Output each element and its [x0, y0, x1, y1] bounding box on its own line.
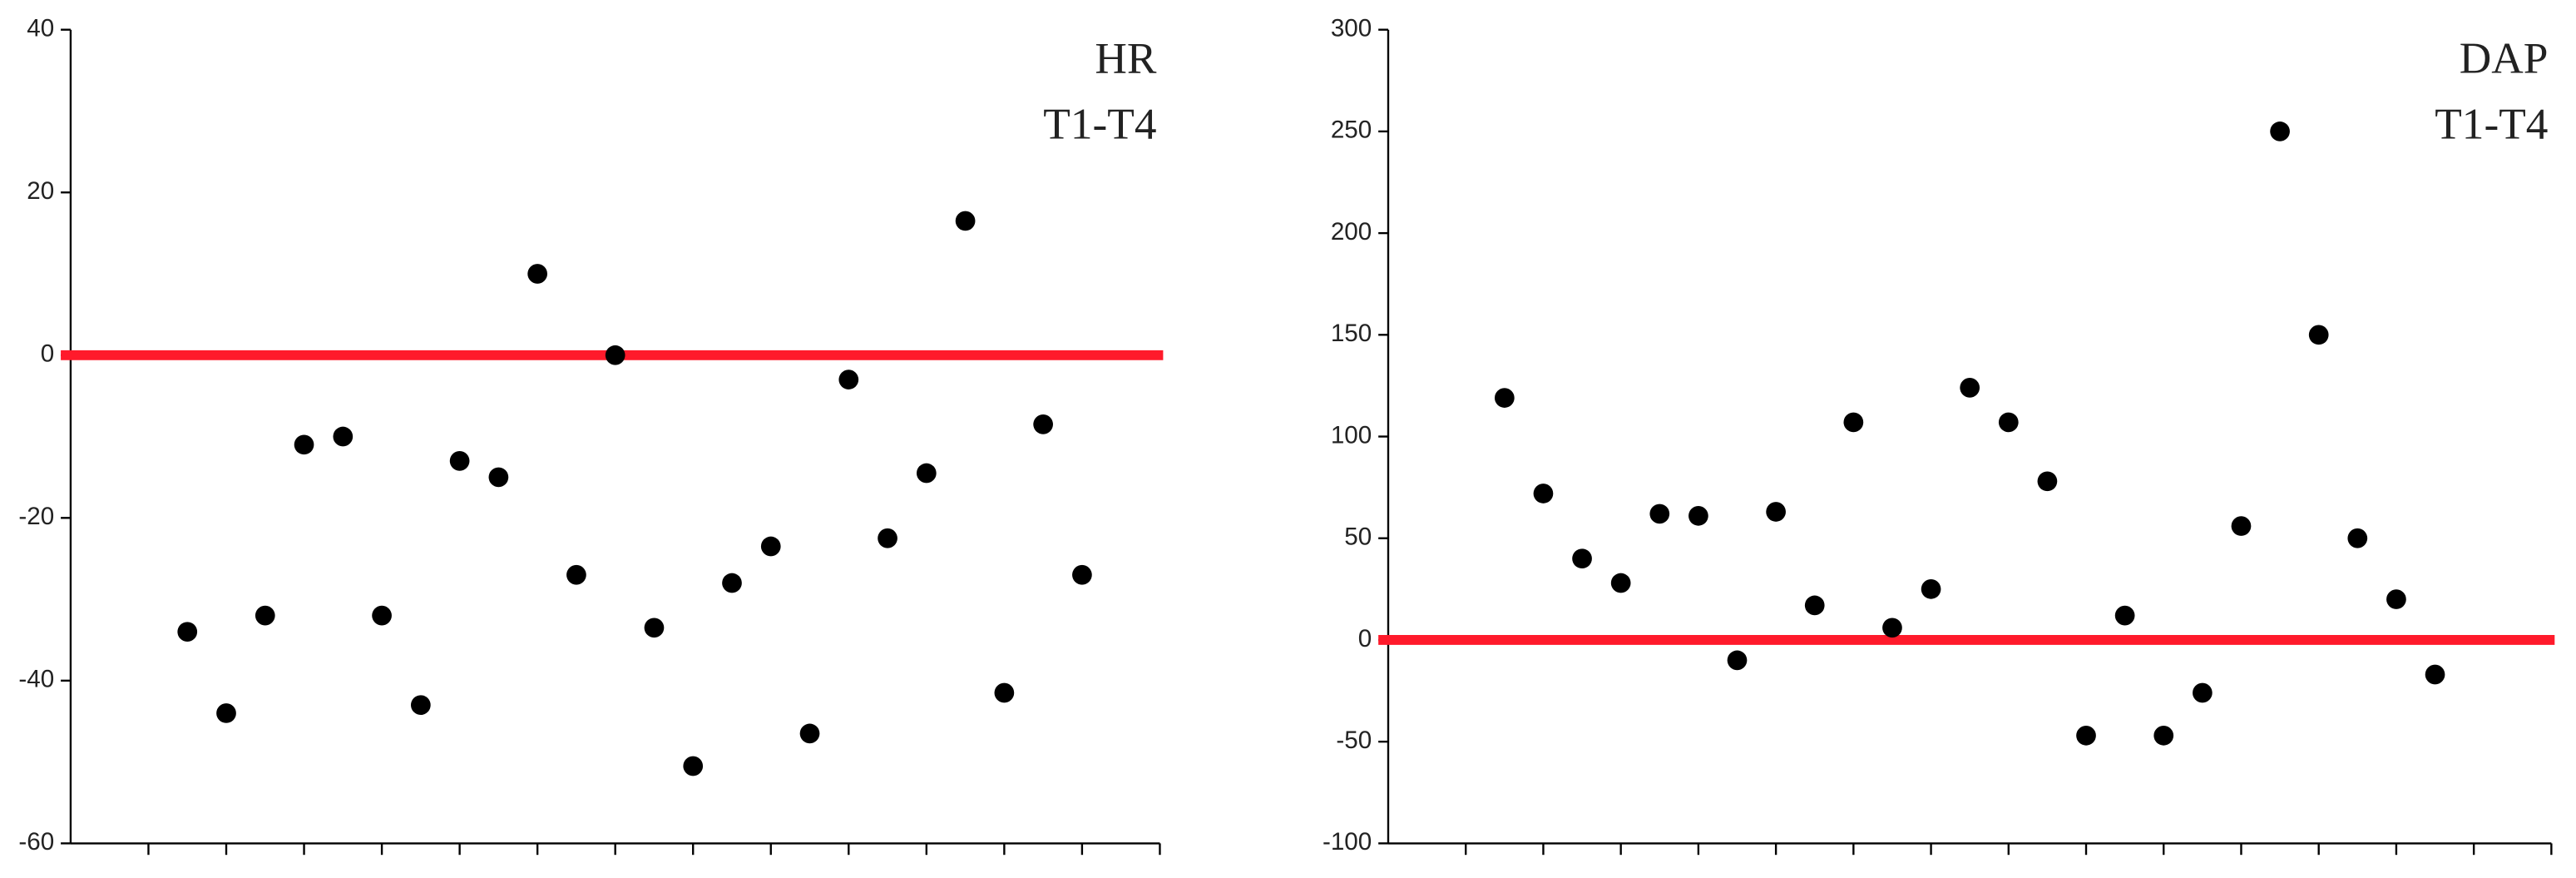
point: [1533, 484, 1554, 503]
point: [838, 370, 859, 389]
point: [2114, 605, 2135, 626]
point: [1072, 564, 1092, 585]
point: [683, 756, 704, 776]
point: [2308, 325, 2329, 345]
point: [1998, 412, 2019, 433]
y-tick-label: -100: [1323, 828, 1372, 856]
y-tick-label: 150: [1331, 320, 1372, 347]
point: [372, 605, 392, 626]
point: [1804, 595, 1825, 616]
point: [2386, 589, 2406, 609]
point: [2270, 122, 2290, 141]
point: [878, 528, 897, 548]
point: [566, 564, 586, 585]
y-tick-label: 300: [1331, 15, 1372, 42]
point: [1960, 378, 1980, 398]
y-tick-label: 0: [41, 340, 54, 368]
point: [216, 703, 236, 723]
y-tick-label: 200: [1331, 218, 1372, 246]
point: [1494, 388, 1515, 408]
point: [333, 426, 354, 447]
point: [294, 434, 314, 455]
point: [255, 605, 275, 626]
point: [955, 211, 976, 231]
y-tick-label: 20: [27, 177, 54, 205]
y-tick-label: 40: [27, 15, 54, 42]
point: [1843, 412, 1864, 433]
point: [2153, 725, 2174, 746]
point: [760, 536, 781, 557]
point: [410, 695, 431, 716]
point: [488, 467, 509, 488]
y-tick-label: -40: [18, 666, 54, 693]
y-tick-label: 0: [1358, 625, 1372, 652]
point: [605, 345, 625, 365]
y-tick-label: 100: [1331, 421, 1372, 449]
point: [177, 622, 198, 642]
point: [1766, 502, 1786, 522]
annotation: T1-T4: [2435, 98, 2548, 148]
point: [2037, 471, 2058, 492]
point: [2347, 528, 2368, 548]
y-tick-label: -20: [18, 503, 54, 530]
point: [449, 451, 470, 471]
point: [916, 463, 937, 484]
y-tick-label: -50: [1336, 727, 1372, 754]
point: [2231, 516, 2252, 536]
point: [1033, 414, 1053, 434]
point: [994, 682, 1015, 703]
point: [799, 723, 820, 744]
annotation: DAP: [2460, 32, 2549, 82]
point: [1649, 503, 1670, 524]
point: [722, 573, 742, 593]
y-tick-label: -60: [18, 828, 54, 856]
point: [1688, 506, 1708, 526]
point: [2425, 664, 2445, 685]
y-tick-label: 50: [1344, 523, 1372, 551]
point: [1610, 573, 1631, 593]
y-tick-label: 250: [1331, 117, 1372, 144]
point: [1882, 618, 1902, 638]
point: [2076, 725, 2096, 746]
point: [527, 264, 547, 284]
point: [644, 618, 665, 638]
point: [1921, 579, 1941, 599]
point: [2193, 682, 2213, 703]
annotation: T1-T4: [1043, 98, 1156, 148]
annotation: HR: [1095, 32, 1157, 82]
point: [1572, 548, 1592, 569]
point: [1727, 650, 1748, 671]
